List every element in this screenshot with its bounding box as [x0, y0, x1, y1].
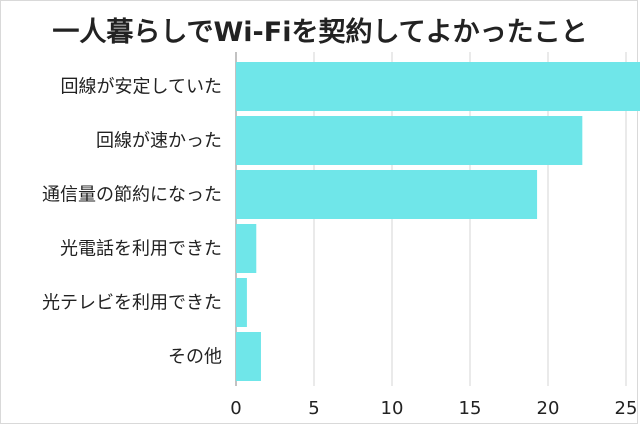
x-tick-label: 0	[230, 398, 241, 419]
bar	[236, 278, 247, 327]
x-tick-labels: 05101520253035	[230, 398, 638, 419]
chart-title: 一人暮らしでWi-Fiを契約してよかったこと	[52, 17, 588, 48]
x-tick-label: 5	[308, 398, 319, 419]
x-tick-label: 20	[537, 398, 560, 419]
bar	[236, 62, 640, 111]
category-label: その他	[168, 347, 222, 368]
bar	[236, 224, 257, 273]
category-labels: 回線が安定していた回線が速かった通信量の節約になった光電話を利用できた光テレビを…	[42, 77, 222, 368]
x-tick-label: 15	[459, 398, 482, 419]
category-label: 通信量の節約になった	[42, 185, 222, 206]
bars	[236, 62, 640, 381]
category-label: 光電話を利用できた	[60, 239, 222, 260]
category-label: 回線が安定していた	[61, 77, 222, 98]
bar	[236, 332, 261, 381]
category-label: 光テレビを利用できた	[42, 293, 222, 314]
x-tick-label: 25	[615, 398, 638, 419]
category-label: 回線が速かった	[96, 131, 222, 152]
x-tick-label: 10	[381, 398, 404, 419]
bar	[236, 116, 583, 165]
bar	[236, 170, 538, 219]
